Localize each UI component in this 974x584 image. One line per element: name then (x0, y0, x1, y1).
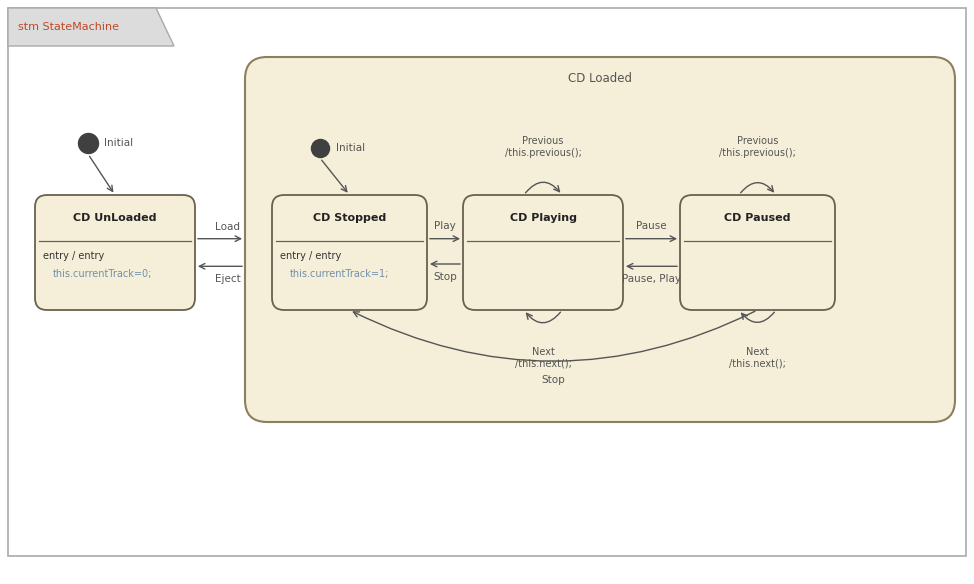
FancyBboxPatch shape (272, 195, 427, 310)
Polygon shape (8, 8, 174, 46)
Text: Next
/this.next();: Next /this.next(); (514, 347, 572, 369)
FancyBboxPatch shape (680, 195, 835, 310)
Text: entry / entry: entry / entry (280, 251, 341, 261)
Text: stm StateMachine: stm StateMachine (18, 22, 119, 32)
Text: Initial: Initial (104, 138, 133, 148)
Text: Eject: Eject (215, 274, 241, 284)
Text: Pause, Play: Pause, Play (622, 274, 681, 284)
Text: Previous
/this.previous();: Previous /this.previous(); (505, 136, 581, 158)
Text: Previous
/this.previous();: Previous /this.previous(); (719, 136, 796, 158)
FancyBboxPatch shape (463, 195, 623, 310)
Text: CD Paused: CD Paused (725, 213, 791, 223)
Text: Stop: Stop (542, 375, 565, 385)
FancyBboxPatch shape (245, 57, 955, 422)
Text: Pause: Pause (636, 221, 667, 231)
Text: CD Loaded: CD Loaded (568, 72, 632, 85)
Text: Load: Load (215, 222, 241, 232)
Text: CD UnLoaded: CD UnLoaded (73, 213, 157, 223)
FancyBboxPatch shape (35, 195, 195, 310)
Text: Stop: Stop (433, 272, 457, 282)
Text: this.currentTrack=1;: this.currentTrack=1; (290, 269, 390, 279)
FancyBboxPatch shape (8, 8, 966, 556)
Text: Initial: Initial (336, 143, 365, 153)
Text: Next
/this.next();: Next /this.next(); (730, 347, 786, 369)
Text: CD Playing: CD Playing (509, 213, 577, 223)
Text: this.currentTrack=0;: this.currentTrack=0; (53, 269, 152, 279)
Text: CD Stopped: CD Stopped (313, 213, 386, 223)
Text: entry / entry: entry / entry (43, 251, 104, 261)
Text: Play: Play (434, 221, 456, 231)
